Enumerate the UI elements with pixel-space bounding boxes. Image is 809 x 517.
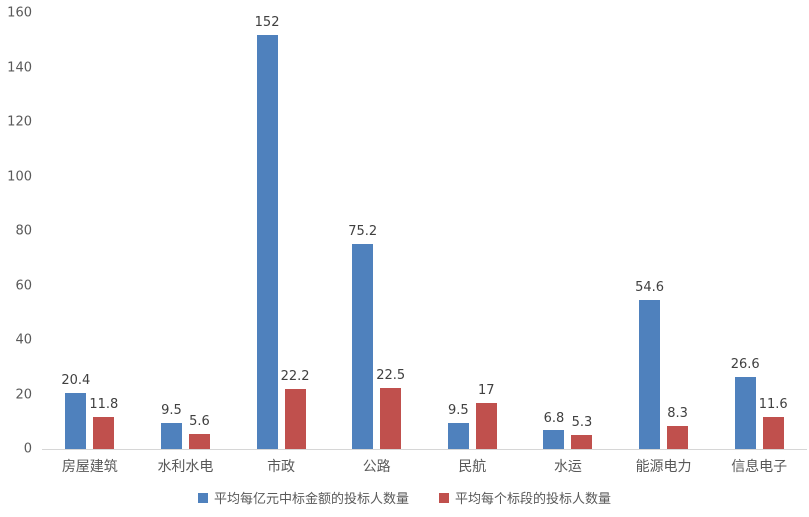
legend-label: 平均每亿元中标金额的投标人数量 xyxy=(213,492,409,507)
x-axis-category-label: 房屋建筑 xyxy=(61,459,118,475)
x-axis: 房屋建筑 水利水电 市政 公路 民航 水运 能源电力 信息电子 xyxy=(42,456,807,476)
x-axis-category-label: 民航 xyxy=(458,459,487,475)
bar-fill xyxy=(188,433,210,449)
red-bar-2: 5.6 xyxy=(188,414,210,449)
bar-value-label: 22.2 xyxy=(280,368,310,384)
y-axis-tick-label: 20 xyxy=(15,387,32,402)
blue-bar-1: 20.4 xyxy=(61,374,90,449)
bar-group-2: 9.5 5.6 xyxy=(138,13,234,449)
y-axis-tick-label: 100 xyxy=(7,169,32,184)
blue-bar-5: 9.5 xyxy=(447,403,469,449)
red-bar-7: 8.3 xyxy=(667,407,689,449)
bar-fill xyxy=(447,423,469,449)
blue-bar-3: 152 xyxy=(255,15,279,449)
x-axis-category-label: 公路 xyxy=(362,459,391,475)
bar-value-label: 5.3 xyxy=(571,414,593,430)
bar-fill xyxy=(571,434,593,449)
bar-group-6: 6.8 5.3 xyxy=(520,13,616,449)
bar-fill xyxy=(667,426,689,449)
blue-bar-2: 9.5 xyxy=(160,403,182,449)
bar-value-label: 8.3 xyxy=(667,406,688,422)
y-axis-tick-label: 80 xyxy=(15,223,32,239)
bar-value-label: 5.6 xyxy=(189,413,210,429)
bar-value-label: 20.4 xyxy=(61,373,91,389)
x-axis-category-label: 能源电力 xyxy=(635,459,692,475)
red-bar-1: 11.8 xyxy=(89,397,118,449)
bar-value-label: 54.6 xyxy=(635,280,665,296)
bar-group-7: 54.6 8.3 xyxy=(616,13,712,449)
legend-item-2: 平均每个标段的投标人数量 xyxy=(439,488,611,507)
bar-group-8: 26.6 11.6 xyxy=(711,13,807,449)
bar-group-3: 152 22.2 xyxy=(233,13,329,449)
y-axis-tick-label: 120 xyxy=(7,114,32,130)
y-axis-tick-label: 160 xyxy=(7,5,32,21)
x-axis-category-label: 市政 xyxy=(267,459,296,475)
bar-fill xyxy=(93,416,115,449)
y-axis-tick-label: 60 xyxy=(15,278,32,293)
bar-fill xyxy=(380,387,402,449)
bar-fill xyxy=(256,34,278,449)
blue-bar-6: 6.8 xyxy=(543,411,565,449)
blue-bar-7: 54.6 xyxy=(635,280,664,449)
bar-value-label: 11.6 xyxy=(758,397,788,413)
bar-value-label: 75.2 xyxy=(348,224,378,240)
bar-fill xyxy=(284,388,306,449)
bar-value-label: 26.6 xyxy=(730,356,760,372)
red-bar-8: 11.6 xyxy=(759,398,788,449)
bar-fill xyxy=(65,393,87,449)
bar-value-label: 9.5 xyxy=(161,403,182,419)
bar-fill xyxy=(762,417,784,449)
bar-value-label: 6.8 xyxy=(543,410,565,426)
bar-fill xyxy=(543,430,565,449)
bar-fill xyxy=(160,423,182,449)
y-axis-tick-label: 0 xyxy=(23,441,32,457)
bar-group-4: 75.2 22.5 xyxy=(329,13,425,449)
bar-value-label: 9.5 xyxy=(447,403,469,419)
bar-group-5: 9.5 17 xyxy=(425,13,521,449)
blue-legend-swatch-icon xyxy=(197,492,208,503)
red-bar-6: 5.3 xyxy=(571,415,593,449)
red-bar-4: 22.5 xyxy=(376,368,405,449)
bar-groups: 20.4 11.8 9.5 5.6 152 22.2 75.2 22.5 9.5 17 6.8 5.3… xyxy=(42,13,807,449)
bar-fill xyxy=(734,376,756,449)
bar-value-label: 22.5 xyxy=(376,367,406,383)
bar-group-1: 20.4 11.8 xyxy=(42,13,138,449)
x-axis-category-label: 水利水电 xyxy=(157,459,214,475)
blue-bar-4: 75.2 xyxy=(348,224,377,449)
legend-label: 平均每个标段的投标人数量 xyxy=(455,492,612,507)
y-axis-tick-label: 40 xyxy=(15,332,32,348)
bar-fill xyxy=(352,244,374,449)
bar-value-label: 17 xyxy=(478,382,495,398)
x-axis-category-label: 水运 xyxy=(553,459,582,475)
red-bar-5: 17 xyxy=(475,383,497,449)
x-axis-category-label: 信息电子 xyxy=(731,459,788,475)
legend-item-1: 平均每亿元中标金额的投标人数量 xyxy=(197,488,409,507)
red-legend-swatch-icon xyxy=(439,492,449,503)
y-axis-tick-label: 140 xyxy=(7,60,32,75)
bar-value-label: 152 xyxy=(254,14,280,30)
bar-fill xyxy=(475,402,497,449)
bar-value-label: 11.8 xyxy=(89,396,119,412)
bar-fill xyxy=(639,300,661,449)
legend: 平均每亿元中标金额的投标人数量 平均每个标段的投标人数量 xyxy=(0,488,809,507)
plot-area: 20.4 11.8 9.5 5.6 152 22.2 75.2 22.5 9.5 17 6.8 5.3… xyxy=(42,13,807,450)
red-bar-3: 22.2 xyxy=(281,369,310,449)
blue-bar-8: 26.6 xyxy=(731,357,760,449)
